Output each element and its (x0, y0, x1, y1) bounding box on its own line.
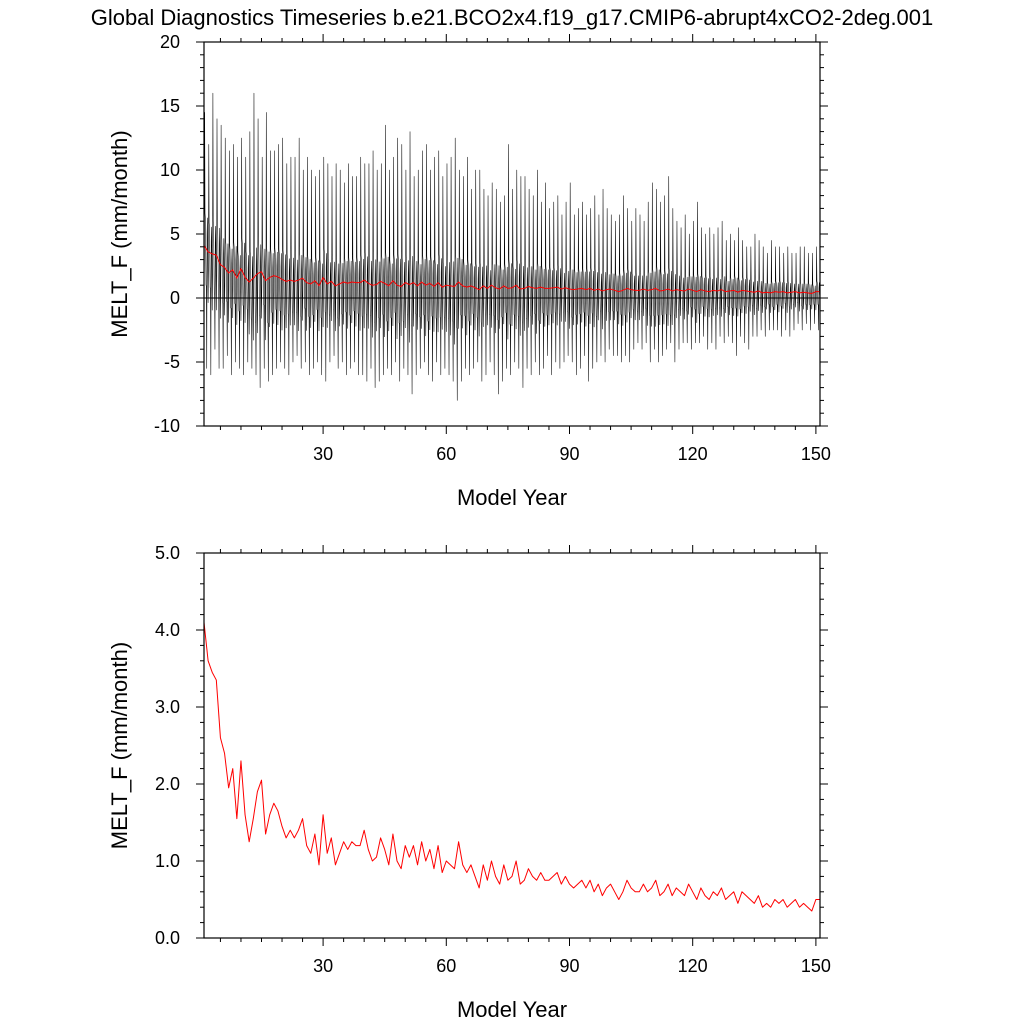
y-tick-label: 5.0 (155, 543, 180, 563)
y-axis-label: MELT_F (mm/month) (107, 642, 132, 849)
axes: 30 60 90 120 150 0.0 1.0 2.0 3.0 4.0 5.0 (155, 543, 831, 976)
monthly-timeseries-panel: 30 60 90 120 150 -10 -5 0 5 10 15 20 MELT_F (mm/mon… (107, 32, 831, 510)
y-tick-label: 1.0 (155, 851, 180, 871)
y-tick-label: 4.0 (155, 620, 180, 640)
x-tick-label: 90 (559, 956, 579, 976)
x-tick-label: 30 (313, 956, 333, 976)
annual-mean-panel: 30 60 90 120 150 0.0 1.0 2.0 3.0 4.0 5.0 MELT_F (m… (107, 543, 831, 1022)
y-tick-label: 0.0 (155, 928, 180, 948)
y-axis-label: MELT_F (mm/month) (107, 130, 132, 337)
plot-series-group (204, 622, 820, 912)
y-tick-label: 10 (160, 160, 180, 180)
plot-area (204, 622, 820, 912)
x-tick-label: 120 (678, 444, 708, 464)
annual-mean-series-line (204, 245, 820, 295)
y-tick-label: 20 (160, 32, 180, 52)
x-tick-label: 60 (436, 444, 456, 464)
annual-mean-series-line (204, 622, 820, 912)
x-tick-label: 90 (559, 444, 579, 464)
y-tick-label: 15 (160, 96, 180, 116)
figure-title: Global Diagnostics Timeseries b.e21.BCO2… (91, 5, 934, 30)
y-tick-label: -10 (154, 416, 180, 436)
x-axis-label: Model Year (457, 485, 567, 510)
x-tick-label: 150 (801, 444, 831, 464)
monthly-series-line (204, 92, 820, 401)
x-tick-label: 60 (436, 956, 456, 976)
y-tick-label: 3.0 (155, 697, 180, 717)
x-tick-label: 120 (678, 956, 708, 976)
x-tick-label: 150 (801, 956, 831, 976)
y-tick-label: 5 (170, 224, 180, 244)
plot-area (204, 92, 820, 401)
y-tick-label: -5 (164, 352, 180, 372)
plot-frame (203, 552, 821, 939)
y-tick-label: 2.0 (155, 774, 180, 794)
x-axis-label: Model Year (457, 997, 567, 1022)
plot-series-group (204, 92, 820, 401)
axes: 30 60 90 120 150 -10 -5 0 5 10 15 20 (154, 32, 831, 464)
plot-frame (203, 41, 821, 427)
y-tick-label: 0 (170, 288, 180, 308)
x-tick-label: 30 (313, 444, 333, 464)
